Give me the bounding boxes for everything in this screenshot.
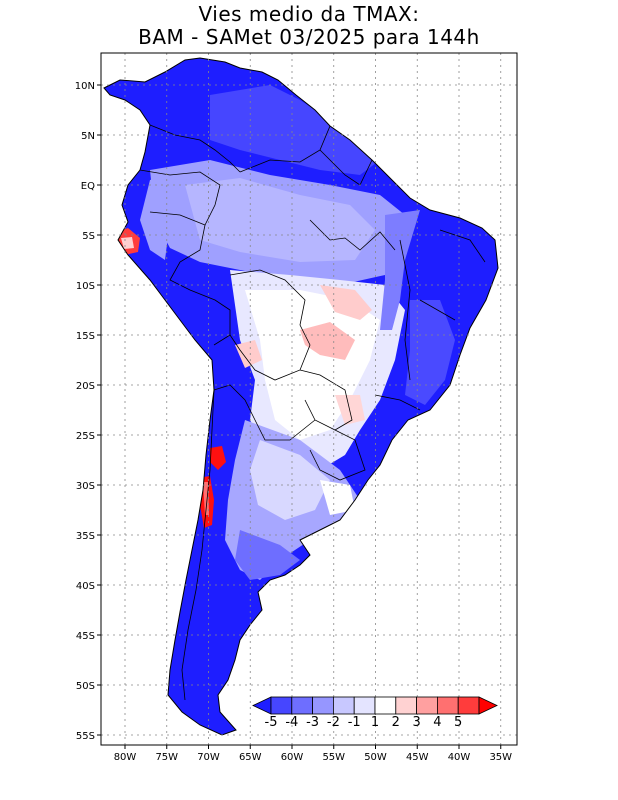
bias-area-andes-hot-1 [210,446,226,470]
lat-tick-label: 5S [82,231,95,242]
lon-tick-label: 40W [448,752,471,763]
brazil-state-lines-north [309,219,396,251]
bias-area-warm-2 [300,322,355,360]
colorbar-label: -1 [348,715,361,730]
lat-tick-label: 35S [76,531,95,542]
map-title-line2: BAM - SAMet 03/2025 para 144h [138,25,480,49]
colorbar-box [270,696,293,715]
colorbar-label: 4 [433,715,441,730]
lon-tick-label: 50W [364,752,387,763]
coastline [103,57,499,736]
lat-tick-label: 20S [76,381,95,392]
border-colombia-venezuela [149,124,241,173]
graticule [101,53,517,745]
border-peru-brazil [169,224,231,346]
colorbar-box [312,696,334,715]
colorbar-label: -4 [285,715,298,730]
lat-tick-label: EQ [81,181,95,192]
colorbar-label: 5 [454,715,462,730]
map-title-line1: Vies medio da TMAX: [198,2,420,26]
colorbar-box [395,696,417,715]
colorbar-box [291,696,313,715]
colorbar-label: -5 [265,715,278,730]
border-argentina-north [213,384,316,441]
bias-area-andes-hot-core [203,482,209,515]
colorbar-label: -2 [327,715,340,730]
lon-tick-label: 45W [406,752,429,763]
colorbar-box [436,696,459,715]
country-borders [139,124,486,701]
brazil-state-lines [374,229,486,411]
lon-tick-label: 35W [489,752,512,763]
lat-tick-label: 50S [76,681,95,692]
bias-area-warm-1 [320,285,372,320]
longitude-ticks: 80W 75W 70W 65W 60W 55W 50W 45W 40W 35W [114,745,512,763]
lat-tick-label: 10N [75,81,95,92]
border-bolivia [229,269,311,381]
bias-area-peru-core [121,237,134,249]
bias-area-uruguay [320,480,355,515]
lat-tick-label: 10S [76,281,95,292]
colorbar-box [332,696,355,715]
bias-area-warm-3 [235,340,262,368]
colorbar-label: 1 [371,715,379,730]
lat-tick-label: 25S [76,431,95,442]
colorbar-low-triangle [252,696,272,715]
lon-tick-label: 70W [197,752,220,763]
lat-tick-label: 5N [81,131,95,142]
bias-area-north [210,85,380,175]
bias-area-patagonia-north [235,530,300,580]
lat-tick-label: 30S [76,481,95,492]
lat-tick-label: 55S [76,731,95,742]
bias-area-amazon-core [185,178,375,262]
lon-tick-label: 75W [155,752,178,763]
colorbar-box [374,696,397,715]
colorbar: -5 -4 -3 -2 -1 1 2 3 4 5 [252,696,498,730]
lon-tick-label: 65W [239,752,262,763]
colorbar-box [457,696,480,715]
bias-area-ne-band [380,210,420,330]
colorbar-label: 3 [412,715,420,730]
colorbar-box [353,696,376,715]
bias-area-andes-north [140,175,170,260]
border-venezuela-brazil [239,125,331,173]
colorbar-label: 2 [392,715,400,730]
colorbar-high-triangle [478,696,498,715]
lon-tick-label: 60W [281,752,304,763]
colorbar-label: -3 [306,715,319,730]
map-frame [100,52,518,746]
border-guianas [319,149,373,186]
lat-tick-label: 45S [76,631,95,642]
lat-tick-label: 40S [76,581,95,592]
latitude-ticks: 10N 5N EQ 5S 10S 15S 20S 25S 30S 35S 40S 45S 50S 55S [75,81,101,742]
lat-tick-label: 15S [76,331,95,342]
border-chile-argentina [181,389,215,701]
lon-tick-label: 80W [114,752,137,763]
bias-field [104,58,498,735]
lon-tick-label: 55W [322,752,345,763]
border-uruguay-brazil [309,429,366,481]
border-colombia-south [139,169,221,226]
colorbar-box [416,696,438,715]
bias-area-pampas-light [250,440,330,520]
